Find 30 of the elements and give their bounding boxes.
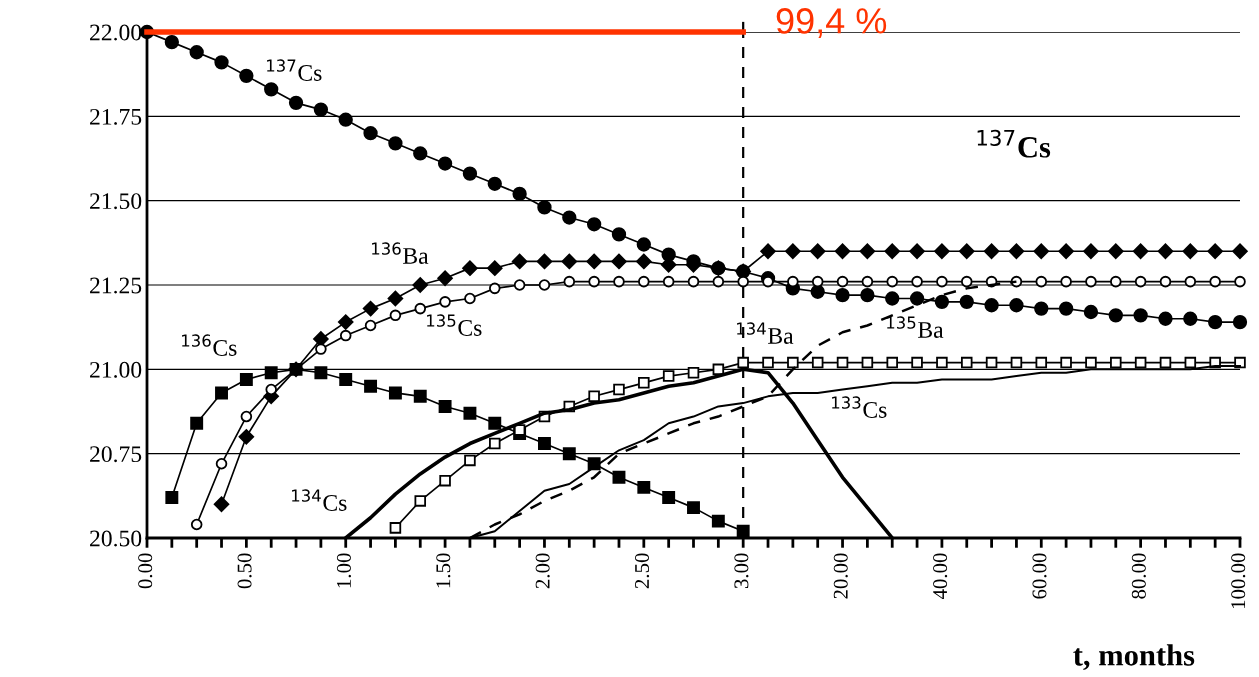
x-tick-label: 40.00 xyxy=(933,553,948,600)
y-tick-label: 20.50 xyxy=(90,530,142,547)
x-tick-label: 80.00 xyxy=(1131,553,1146,599)
series-label: $^{136}$Cs xyxy=(182,334,237,356)
x-tick-label: 100.00 xyxy=(1231,553,1246,609)
annotation: $^{137}$Cs xyxy=(977,129,1051,158)
series-label: $^{133}$Cs xyxy=(832,396,887,418)
y-tick-label: 20.75 xyxy=(90,446,142,463)
y-tick-label: 21.00 xyxy=(90,361,142,378)
x-tick-label: 1.50 xyxy=(436,553,451,588)
series-label: $^{134}$Ba xyxy=(737,322,794,344)
series-label: $^{137}$Cs xyxy=(267,59,322,81)
x-tick-label: 2.50 xyxy=(634,553,650,589)
x-tick-label: 20.00 xyxy=(833,553,848,599)
x-axis-title: t, months xyxy=(1073,644,1195,671)
x-tick-label: 0.00 xyxy=(138,553,153,589)
series-label: $^{134}$Cs xyxy=(292,489,347,511)
x-tick-label: 2.00 xyxy=(535,553,550,589)
series-label: $^{135}$Cs xyxy=(427,314,482,336)
annotation: 99,4 % xyxy=(776,8,887,38)
x-tick-label: 1.00 xyxy=(336,553,352,588)
x-tick-label: 60.00 xyxy=(1032,553,1047,599)
series-label: $^{136}$Ba xyxy=(372,242,429,264)
x-tick-label: 3.00 xyxy=(734,553,749,589)
x-tick-label: 0.50 xyxy=(237,553,252,589)
y-tick-label: 21.75 xyxy=(90,108,142,125)
y-tick-label: 22.00 xyxy=(90,24,142,41)
y-tick-label: 21.50 xyxy=(90,193,142,210)
series-label: $^{135}$Ba xyxy=(887,316,944,338)
y-tick-label: 21.25 xyxy=(90,277,142,294)
